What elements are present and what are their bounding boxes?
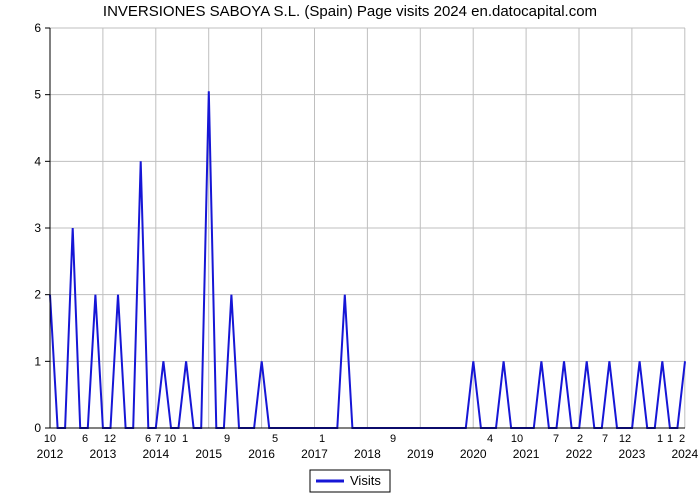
- chart-title: INVERSIONES SABOYA S.L. (Spain) Page vis…: [103, 3, 597, 20]
- x-tick-label: 10: [164, 433, 176, 445]
- x-year-labels: 2012 2013 2014 2015 2016 2017 2018 2019 2020 2021…: [37, 447, 699, 461]
- y-tick-label: 2: [34, 288, 41, 302]
- x-year-label: 2015: [195, 447, 222, 461]
- x-year-label: 2013: [90, 447, 117, 461]
- x-top-tick-labels: 1061267101951941072712112: [44, 433, 685, 445]
- x-year-label: 2021: [513, 447, 540, 461]
- x-year-label: 2012: [37, 447, 64, 461]
- grid: [50, 28, 685, 428]
- visits-chart: INVERSIONES SABOYA S.L. (Spain) Page vis…: [0, 0, 700, 500]
- y-tick-labels: 0 1 2 3 4 5 6: [34, 21, 50, 435]
- x-year-label: 2017: [301, 447, 328, 461]
- legend-label: Visits: [350, 473, 381, 488]
- x-year-label: 2014: [142, 447, 169, 461]
- y-tick-label: 0: [34, 421, 41, 435]
- x-tick-label: 1: [657, 433, 663, 445]
- x-tick-label: 6: [145, 433, 151, 445]
- y-tick-label: 6: [34, 21, 41, 35]
- y-tick-label: 1: [34, 354, 41, 368]
- x-tick-label: 12: [619, 433, 631, 445]
- x-year-label: 2020: [460, 447, 487, 461]
- x-tick-label: 7: [155, 433, 161, 445]
- x-tick-label: 1: [667, 433, 673, 445]
- legend: Visits: [310, 470, 390, 492]
- x-year-label: 2018: [354, 447, 381, 461]
- x-tick-label: 2: [577, 433, 583, 445]
- x-tick-label: 1: [182, 433, 188, 445]
- x-tick-label: 12: [104, 433, 116, 445]
- x-tick-label: 10: [44, 433, 56, 445]
- y-tick-label: 5: [34, 88, 41, 102]
- x-year-label: 2024: [671, 447, 698, 461]
- y-tick-label: 3: [34, 221, 41, 235]
- y-tick-label: 4: [34, 154, 41, 168]
- x-tick-label: 1: [319, 433, 325, 445]
- x-tick-label: 7: [553, 433, 559, 445]
- x-tick-label: 9: [390, 433, 396, 445]
- x-year-label: 2022: [566, 447, 593, 461]
- x-tick-label: 4: [487, 433, 493, 445]
- x-year-label: 2019: [407, 447, 434, 461]
- x-tick-label: 5: [272, 433, 278, 445]
- x-year-label: 2023: [619, 447, 646, 461]
- x-tick-label: 6: [82, 433, 88, 445]
- x-year-label: 2016: [248, 447, 275, 461]
- x-tick-label: 10: [511, 433, 523, 445]
- x-tick-label: 9: [224, 433, 230, 445]
- legend-marker: [316, 480, 344, 483]
- x-tick-label: 2: [679, 433, 685, 445]
- x-tick-label: 7: [602, 433, 608, 445]
